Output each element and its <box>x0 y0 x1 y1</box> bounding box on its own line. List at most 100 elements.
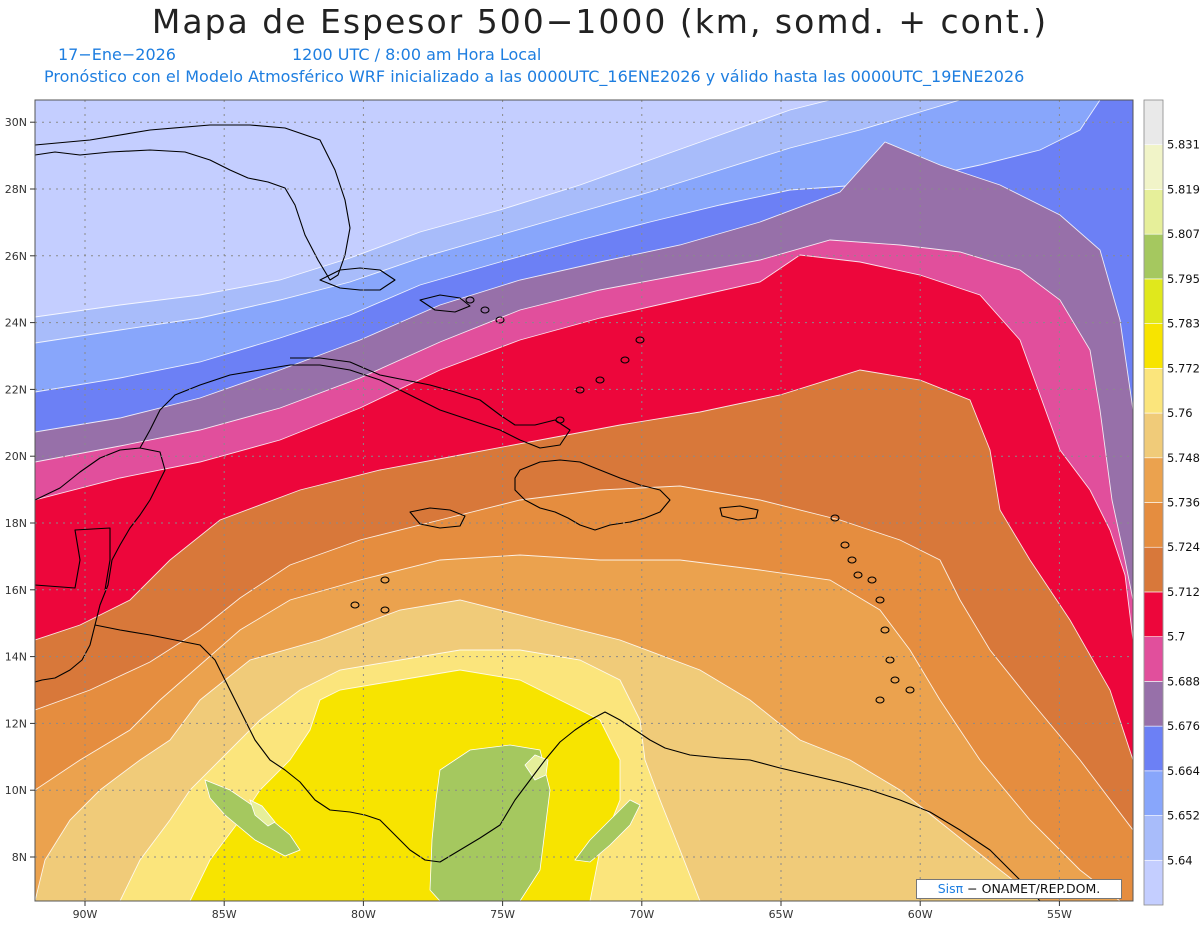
island-20 <box>380 606 390 614</box>
patch-4 <box>249 799 276 827</box>
island-3 <box>853 571 863 579</box>
colorbar-label-12: 5.783 <box>1167 317 1200 331</box>
colorbar-label-2: 5.664 <box>1167 764 1200 778</box>
lat-label-5: 18N <box>5 517 27 530</box>
coast-7 <box>35 527 111 591</box>
colorbar-swatch-8 <box>1143 502 1164 548</box>
island-21 <box>350 601 360 609</box>
island-4 <box>867 576 877 584</box>
island-19 <box>380 576 390 584</box>
coast-5 <box>409 507 466 529</box>
colorbar-swatch-0 <box>1143 859 1164 906</box>
coast-6 <box>719 505 759 521</box>
forecast-info: Pronóstico con el Modelo Atmosférico WRF… <box>44 67 1025 86</box>
island-13 <box>465 296 475 304</box>
coast-3 <box>139 357 571 449</box>
island-5 <box>875 596 885 604</box>
island-14 <box>555 416 565 424</box>
colorbar-swatch-6 <box>1143 591 1164 637</box>
island-1 <box>840 541 850 549</box>
coast-0 <box>35 124 351 281</box>
sispi-logo: Sisπ <box>937 881 964 896</box>
colorbar-label-11: 5.772 <box>1167 361 1200 375</box>
coast-8 <box>319 267 396 291</box>
colorbar-swatch-11 <box>1143 368 1164 414</box>
lon-label-3: 75W <box>490 908 515 921</box>
island-0 <box>830 514 840 522</box>
colorbar-label-14: 5.807 <box>1167 227 1200 241</box>
lon-label-7: 55W <box>1047 908 1072 921</box>
colorbar-swatch-1 <box>1143 815 1164 861</box>
colorbar-swatch-3 <box>1143 725 1164 772</box>
colorbar-label-6: 5.712 <box>1167 585 1200 599</box>
colorbar-swatch-12 <box>1143 323 1164 369</box>
colorbar-swatch-17 <box>1143 99 1164 146</box>
colorbar-label-10: 5.76 <box>1167 406 1193 420</box>
colorbar-swatch-15 <box>1143 189 1164 235</box>
colorbar-label-1: 5.652 <box>1167 809 1200 823</box>
map-title: Mapa de Espesor 500−1000 (km, somd. + co… <box>151 2 1049 41</box>
thickness-fill-bands <box>35 100 1133 901</box>
island-16 <box>595 376 605 384</box>
lat-label-4: 16N <box>5 584 27 597</box>
island-6 <box>880 626 890 634</box>
patch-0 <box>429 744 551 901</box>
colorbar-swatch-13 <box>1143 278 1164 324</box>
colorbar-label-0: 5.64 <box>1167 853 1193 867</box>
plot-frame <box>34 99 1134 902</box>
lon-label-5: 65W <box>769 908 794 921</box>
colorbar: 5.64 5.652 5.664 5.676 5.688 5.7 5.712 5.724 5.7… <box>1143 99 1200 906</box>
colorbar-swatch-9 <box>1143 457 1164 503</box>
coastlines <box>35 124 1041 901</box>
island-17 <box>620 356 630 364</box>
valid-time: 1200 UTC / 8:00 am Hora Local <box>292 45 542 64</box>
lat-label-10: 28N <box>5 183 27 196</box>
colorbar-label-3: 5.676 <box>1167 719 1200 733</box>
lat-label-9: 26N <box>5 250 27 263</box>
colorbar-swatch-5 <box>1143 636 1164 682</box>
colorbar-swatch-2 <box>1143 770 1164 816</box>
colorbar-label-16: 5.831 <box>1167 138 1200 152</box>
patch-1 <box>204 779 301 857</box>
lat-lon-grid <box>35 100 1133 901</box>
island-8 <box>890 676 900 684</box>
island-9 <box>905 686 915 694</box>
colorbar-frame <box>1143 99 1164 906</box>
lon-label-6: 60W <box>908 908 933 921</box>
colorbar-swatch-10 <box>1143 412 1164 459</box>
lat-label-7: 22N <box>5 383 27 396</box>
coast-4 <box>514 459 671 531</box>
island-12 <box>480 306 490 314</box>
valid-date: 17−Ene−2026 <box>58 45 176 64</box>
lat-label-2: 12N <box>5 717 27 730</box>
colorbar-swatch-14 <box>1143 233 1164 280</box>
lat-label-1: 10N <box>5 784 27 797</box>
lon-label-1: 85W <box>212 908 237 921</box>
island-18 <box>635 336 645 344</box>
colorbar-label-7: 5.724 <box>1167 540 1200 554</box>
island-2 <box>847 556 857 564</box>
credit-text: − ONAMET/REP.DOM. <box>967 881 1101 896</box>
island-11 <box>495 316 505 324</box>
lon-label-0: 90W <box>73 908 98 921</box>
lat-label-6: 20N <box>5 450 27 463</box>
lon-label-4: 70W <box>629 908 654 921</box>
colorbar-label-9: 5.748 <box>1167 451 1200 465</box>
lat-label-0: 8N <box>12 851 27 864</box>
island-10 <box>875 696 885 704</box>
colorbar-label-13: 5.795 <box>1167 272 1200 286</box>
coast-2 <box>94 624 1041 901</box>
colorbar-label-5: 5.7 <box>1167 630 1185 644</box>
colorbar-swatch-7 <box>1143 546 1164 593</box>
patch-2 <box>574 799 641 863</box>
colorbar-swatch-4 <box>1143 681 1164 727</box>
lat-label-3: 14N <box>5 651 27 664</box>
coast-9 <box>419 294 471 313</box>
coast-1 <box>35 447 166 683</box>
colorbar-label-8: 5.736 <box>1167 496 1200 510</box>
axis-ticks: 8N 10N 12N 14N 16N 18N 20N 22N 24N 26N 28N 30N 90W 85… <box>5 116 1072 921</box>
colorbar-label-4: 5.688 <box>1167 674 1200 688</box>
colorbar-label-15: 5.819 <box>1167 182 1200 196</box>
high-thickness-patches <box>204 744 641 901</box>
